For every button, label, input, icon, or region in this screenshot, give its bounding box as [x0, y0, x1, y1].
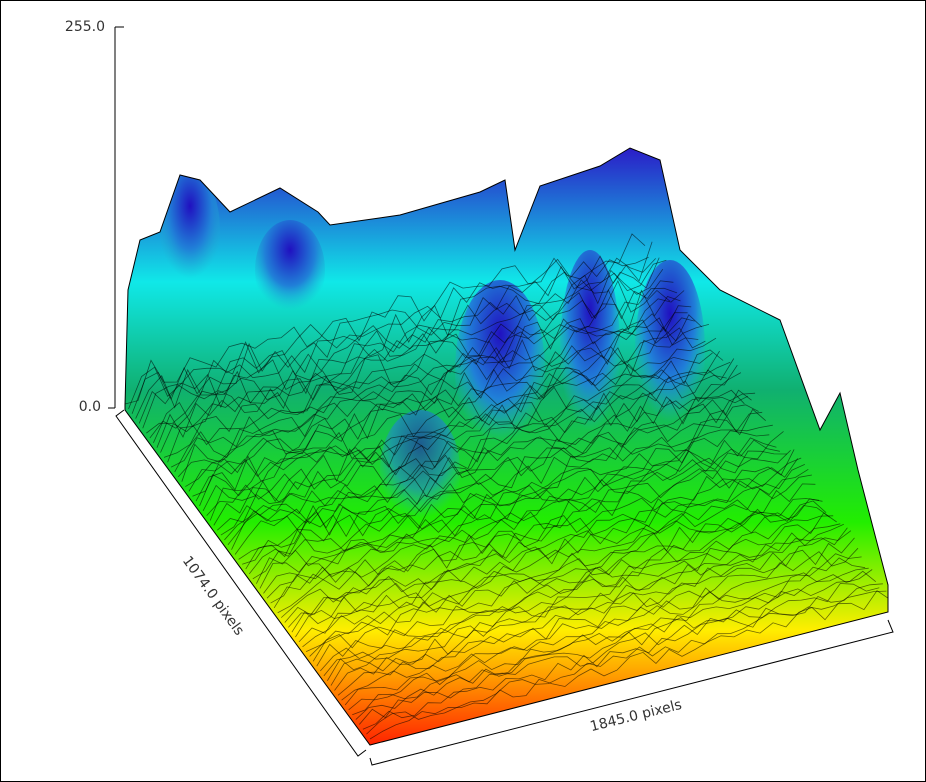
mesh-line	[170, 305, 692, 468]
mesh-line	[177, 317, 699, 478]
mesh-line	[309, 505, 830, 657]
y-axis	[115, 409, 367, 757]
mesh-line	[295, 483, 816, 638]
mesh-line	[369, 590, 888, 740]
surface-outline	[124, 147, 889, 746]
mesh-line	[156, 287, 678, 448]
mesh-line	[128, 256, 649, 410]
mesh-line	[146, 259, 667, 434]
mesh-line	[337, 547, 859, 696]
peak	[635, 260, 705, 440]
axes	[108, 26, 894, 766]
mesh-line	[245, 408, 766, 570]
mesh-line	[131, 241, 653, 414]
mesh-line	[153, 280, 674, 444]
mesh-line	[220, 372, 742, 536]
mesh-line	[259, 439, 780, 589]
z-max-label: 255.0	[65, 19, 105, 35]
mesh-line	[242, 410, 763, 565]
mesh-line	[348, 567, 869, 711]
z-min-label: 0.0	[79, 399, 101, 415]
mesh-line	[273, 449, 795, 609]
mesh-line	[334, 537, 855, 691]
mesh-line	[355, 570, 877, 720]
mesh-line	[213, 358, 735, 526]
mesh-line	[291, 474, 812, 633]
mesh-line	[252, 424, 773, 580]
mesh-line	[319, 523, 841, 672]
mesh-line	[231, 389, 752, 550]
mesh-lines	[125, 233, 888, 740]
mesh-line	[227, 395, 749, 546]
mesh-line	[181, 314, 703, 482]
mesh-line	[163, 290, 685, 458]
mesh-line	[199, 350, 720, 507]
mesh-line	[174, 317, 695, 473]
peak	[160, 170, 220, 290]
mesh-line	[323, 523, 844, 677]
mesh-line	[316, 512, 837, 667]
mesh-line	[135, 257, 656, 419]
mesh-line	[341, 553, 862, 701]
mesh-line	[185, 327, 706, 487]
mesh-line	[188, 324, 710, 492]
mesh-line	[248, 430, 770, 575]
mesh-line	[202, 349, 724, 511]
mesh-line	[217, 364, 738, 531]
mesh-line	[266, 450, 788, 599]
peak	[455, 280, 545, 460]
mesh-line	[280, 457, 802, 618]
mesh-line	[238, 404, 759, 560]
mesh-line	[209, 361, 731, 521]
mesh-line	[344, 557, 866, 706]
mesh-line	[277, 458, 799, 614]
mesh-line	[359, 583, 880, 725]
mesh-line	[167, 312, 688, 463]
mesh-line	[288, 468, 809, 628]
peak	[560, 250, 620, 450]
x-axis	[369, 619, 894, 766]
peak	[255, 220, 325, 320]
mesh-line	[138, 257, 660, 424]
